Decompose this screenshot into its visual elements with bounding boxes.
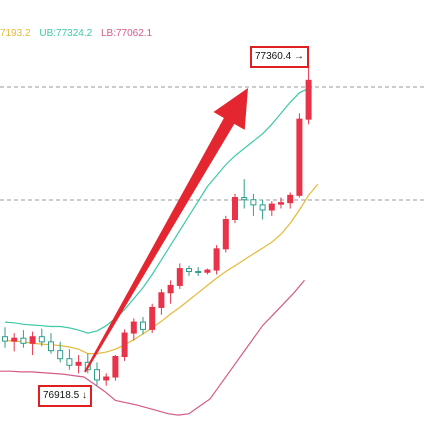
candle-down — [57, 350, 64, 360]
candle-up — [167, 284, 174, 294]
ub-value: UB:77324.2 — [39, 28, 93, 39]
candle-up — [149, 306, 156, 330]
candle-up — [29, 336, 36, 344]
trend-arrow-icon — [84, 88, 248, 373]
candle-down — [66, 358, 73, 366]
candle-down — [140, 321, 146, 330]
candle-up — [121, 332, 128, 358]
candle-up — [176, 268, 183, 286]
candle-up — [213, 248, 220, 271]
candle-down — [94, 369, 100, 381]
candle-down — [195, 271, 202, 274]
indicator-header: 7193.2 UB:77324.2 LB:77062.1 — [0, 28, 158, 39]
candle-up — [75, 361, 82, 366]
mb-value: 7193.2 — [0, 28, 31, 39]
candle-up — [204, 269, 211, 273]
candle-up — [103, 376, 110, 381]
candle-up — [112, 356, 119, 378]
high-price-label: 77360.4 → — [250, 46, 309, 68]
candle-up — [11, 337, 18, 342]
down-arrow-icon: ↓ — [81, 390, 87, 401]
candle-down — [259, 204, 266, 211]
mb-band-line — [4, 183, 319, 355]
candle-up — [232, 197, 238, 221]
candle-up — [222, 219, 229, 250]
candle-up — [305, 79, 312, 120]
right-arrow-icon: → — [293, 51, 304, 62]
candle-down — [241, 197, 248, 201]
high-price-text: 77360.4 — [255, 51, 292, 62]
low-price-label: 76918.5 ↓ — [38, 385, 92, 407]
low-price-text: 76918.5 — [43, 390, 80, 401]
candle-down — [20, 337, 27, 344]
candle-up — [130, 321, 137, 334]
candle-down — [250, 199, 257, 206]
candle-down — [186, 268, 192, 273]
candle-up — [268, 203, 275, 211]
lb-value: LB:77062.1 — [100, 28, 153, 39]
ub-band-line — [4, 87, 309, 334]
candle-up — [278, 202, 284, 205]
candle-down — [38, 336, 45, 343]
candle-up — [158, 292, 165, 308]
candle-up — [287, 194, 294, 204]
candle-up — [296, 118, 303, 196]
candle-down — [48, 341, 54, 352]
lb-band-line — [0, 279, 305, 416]
candle-down — [2, 336, 8, 342]
